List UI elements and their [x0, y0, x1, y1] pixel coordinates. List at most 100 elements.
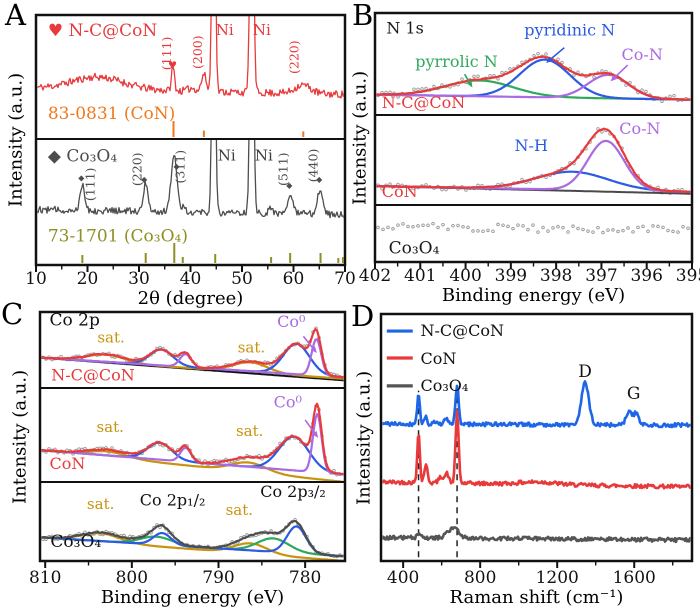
data-point-marker: [606, 228, 610, 232]
annotation-arrow-head: [312, 430, 319, 438]
subpanel-group: [41, 326, 344, 382]
panel-a-frame: [34, 13, 347, 267]
series-curve-fit-envelope: [376, 55, 691, 101]
plot-annotation: Co₃O₄: [50, 532, 101, 552]
plot-annotation: sat.: [97, 328, 124, 346]
series-curve-co3o4: [382, 526, 691, 544]
subpanel-group: [382, 380, 691, 558]
data-point-marker: [461, 225, 465, 229]
data-point-marker: [561, 225, 565, 230]
data-point-marker: [481, 229, 485, 233]
data-point-marker: [621, 228, 625, 233]
axis-tick-label: 400: [387, 568, 419, 588]
axis-tick-label: 399: [495, 266, 527, 286]
plot-annotation: N-C@CoN: [382, 93, 466, 112]
plot-annotation: sat.: [238, 338, 265, 356]
axis-tick-label: 810: [29, 568, 61, 588]
plot-annotation: (200): [190, 35, 205, 69]
data-point-marker: [471, 229, 475, 233]
plot-annotation: G: [627, 384, 641, 404]
axis-tick-label: 800: [116, 568, 148, 588]
plot-annotation: (111): [83, 168, 98, 202]
data-point-marker: [508, 67, 512, 71]
plot-annotation: sat.: [236, 422, 263, 440]
data-point-marker: [672, 94, 676, 98]
data-point-marker: [644, 89, 648, 94]
plot-annotation: Co 2p: [50, 311, 100, 331]
data-point-marker: [426, 223, 430, 227]
data-point-marker: [511, 226, 515, 231]
data-point-marker: [486, 228, 490, 233]
axis-tick-label: 780: [289, 568, 321, 588]
axis-tick-label: 30: [128, 269, 150, 289]
panel-d-letter: D: [351, 299, 375, 333]
data-point-marker: [556, 57, 560, 61]
plot-annotation: Ni: [218, 146, 236, 164]
data-point-marker: [436, 225, 440, 230]
data-point-marker: [546, 229, 550, 233]
axis-tick-label: 40: [180, 269, 202, 289]
data-point-marker: [531, 223, 535, 227]
axis-tick-label: 790: [202, 568, 234, 588]
data-point-marker: [671, 229, 675, 234]
data-point-marker: [376, 225, 380, 230]
plot-annotation: D: [578, 362, 592, 382]
plot-annotation: CoN: [420, 349, 456, 368]
data-point-marker: [516, 223, 520, 227]
axis-tick-label: 800: [464, 568, 496, 588]
data-point-marker: [686, 226, 690, 231]
series-curve-n-c@con: [382, 380, 691, 429]
subpanel-group: [376, 221, 690, 235]
data-point-marker: [544, 52, 548, 56]
plot-annotation: Co⁰: [274, 393, 302, 412]
axis-tick-label: 398: [540, 266, 572, 286]
plot-annotation: (220): [287, 40, 302, 74]
axis-tick-label: 10: [25, 269, 47, 289]
series-curve-satellite: [41, 449, 344, 481]
plot-annotation: N-C@CoN: [51, 365, 135, 384]
data-point-marker: [420, 87, 424, 91]
data-point-marker: [600, 69, 604, 73]
data-point-marker: [460, 77, 464, 81]
data-point-marker: [391, 227, 395, 231]
panel-d-xlabel: Raman shift (cm⁻¹): [449, 587, 624, 608]
data-point-marker: [651, 224, 655, 228]
data-point-marker: [416, 224, 420, 228]
data-point-marker: [668, 94, 672, 99]
series-curve-con: [382, 409, 691, 490]
data-point-marker: [396, 223, 400, 227]
data-point-marker: [591, 230, 595, 234]
plot-annotation: Ni: [216, 21, 234, 39]
data-point-marker: [641, 224, 645, 229]
plot-annotation: Co-N: [622, 45, 663, 64]
data-point-marker: [551, 226, 555, 230]
axis-tick-label: 402: [359, 266, 391, 286]
plot-annotation: N 1s: [386, 18, 423, 37]
data-point-marker: [520, 177, 524, 182]
plot-annotation: CoN: [382, 182, 418, 201]
data-point-marker: [628, 80, 632, 85]
data-point-marker: [381, 227, 385, 232]
axis-tick-label: 396: [630, 266, 662, 286]
data-point-marker: [631, 230, 635, 234]
plot-annotation: Ni: [255, 146, 273, 164]
data-point-marker: [626, 226, 630, 230]
plot-annotation: pyridinic N: [524, 20, 615, 39]
data-point-marker: [601, 230, 605, 235]
plot-annotation: (311): [172, 150, 187, 184]
panel-b-xlabel: Binding energy (eV): [441, 285, 626, 306]
data-point-marker: [566, 230, 570, 234]
plot-annotation: Ni: [253, 21, 271, 39]
axis-tick-label: 60: [283, 269, 305, 289]
data-point-marker: [451, 224, 455, 228]
data-point-marker: [431, 221, 435, 226]
annotation-arrow-head: [546, 56, 553, 63]
data-point-marker: [476, 229, 480, 233]
data-point-marker: [646, 229, 650, 234]
panel-c-xlabel: Binding energy (eV): [100, 587, 285, 608]
series-curve-fit-envelope: [376, 127, 691, 194]
panel-b-frame: [373, 11, 694, 264]
plot-annotation: 83-0831 (CoN): [48, 104, 175, 124]
